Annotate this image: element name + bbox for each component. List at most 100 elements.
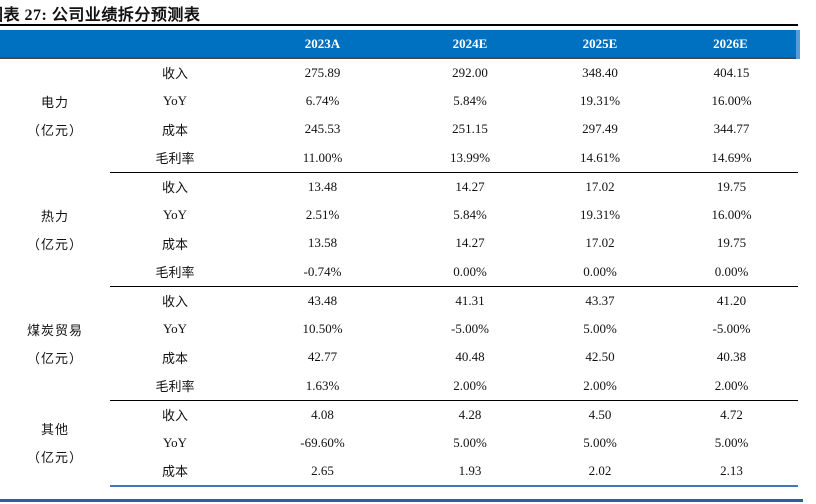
- cell-value: 5.00%: [453, 434, 487, 450]
- table-row: 毛利率 11.00% 13.99% 14.61% 14.69%: [0, 143, 798, 173]
- group-unit: （亿元）: [26, 236, 83, 252]
- group-label-cell: 其他 （亿元）: [0, 400, 110, 486]
- cell-value: 13.58: [307, 235, 338, 251]
- cell-value: 17.02: [585, 178, 615, 194]
- row-label: 收入: [161, 180, 188, 195]
- cell-value: 16.00%: [711, 206, 752, 222]
- cell-value: 14.61%: [535, 143, 665, 173]
- cell-value: 251.15: [452, 121, 488, 137]
- table-row: 毛利率 1.63% 2.00% 2.00% 2.00%: [0, 371, 798, 401]
- group-name: 电力: [40, 95, 69, 110]
- row-label: 毛利率: [110, 143, 240, 173]
- cell-value: 41.20: [716, 292, 747, 308]
- cell-value: 4.50: [588, 406, 612, 422]
- group-label-cell: 热力 （亿元）: [0, 172, 110, 286]
- cell-value: 43.37: [585, 292, 615, 308]
- cell-value: 2.02: [535, 457, 665, 487]
- cell-value: 348.40: [582, 64, 618, 80]
- header-row: 2023A 2024E 2025E 2026E: [0, 30, 800, 59]
- cell-value: 40.38: [716, 349, 747, 365]
- row-label: YoY: [163, 320, 187, 336]
- cell-value: -5.00%: [451, 320, 489, 336]
- table-row: 成本 42.77 40.48 42.50 40.38: [0, 343, 798, 372]
- group-heat: 热力 （亿元） 收入 13.48 14.27 17.02 19.75 YoY 2…: [0, 172, 798, 287]
- table-row: YoY 2.51% 5.84% 19.31% 16.00%: [0, 201, 798, 230]
- cell-value: 14.27: [455, 235, 485, 251]
- cell-value: 0.00%: [665, 257, 798, 287]
- row-label: 毛利率: [110, 257, 240, 287]
- table-header: 2023A 2024E 2025E 2026E: [0, 30, 800, 59]
- header-year-2023: 2023A: [240, 30, 405, 59]
- group-electricity: 电力 （亿元） 收入 275.89 292.00 348.40 404.15 Y…: [0, 58, 798, 173]
- group-name: 其他: [40, 422, 69, 438]
- forecast-table: 2023A 2024E 2025E 2026E 电力 （亿元） 收入 275.8…: [0, 30, 800, 487]
- table-row: 毛利率 -0.74% 0.00% 0.00% 0.00%: [0, 257, 798, 287]
- row-label: 毛利率: [110, 371, 240, 401]
- cell-value: 2.00%: [535, 371, 665, 401]
- cell-value: 14.27: [455, 178, 485, 194]
- cell-value: 5.00%: [583, 320, 617, 336]
- cell-value: 1.93: [405, 457, 535, 487]
- cell-value: 41.31: [455, 292, 485, 308]
- cell-value: 5.84%: [453, 206, 487, 222]
- cell-value: 4.08: [311, 406, 334, 422]
- cell-value: 344.77: [713, 121, 750, 137]
- cell-value: 0.00%: [535, 257, 665, 287]
- table-row: 煤炭贸易 （亿元） 收入 43.48 41.31 43.37 41.20: [0, 286, 798, 366]
- group-coal-trade: 煤炭贸易 （亿元） 收入 43.48 41.31 43.37 41.20 YoY…: [0, 286, 798, 401]
- cell-value: 1.63%: [240, 371, 405, 401]
- table-row: 成本 2.65 1.93 2.02 2.13: [0, 457, 798, 487]
- cell-value: 292.00: [452, 64, 488, 80]
- cell-value: 2.00%: [665, 371, 798, 401]
- table-title: 图表 27: 公司业绩拆分预测表: [0, 7, 201, 24]
- table-row: YoY 6.74% 5.84% 19.31% 16.00%: [0, 87, 798, 116]
- row-label: 收入: [161, 66, 188, 82]
- cell-value: 13.48: [307, 178, 338, 194]
- group-name: 热力: [40, 208, 69, 224]
- header-empty-metric: [110, 30, 240, 59]
- table-row: 热力 （亿元） 收入 13.48 14.27 17.02 19.75: [0, 172, 798, 252]
- cell-value: 17.02: [585, 235, 615, 251]
- row-label: YoY: [163, 92, 187, 108]
- group-name: 煤炭贸易: [26, 322, 83, 338]
- row-label: YoY: [163, 206, 187, 222]
- cell-value: 0.00%: [405, 257, 535, 287]
- header-year-2026: 2026E: [665, 30, 800, 59]
- header-empty-group: [0, 30, 110, 59]
- cell-value: 16.00%: [711, 92, 752, 108]
- group-unit: （亿元）: [26, 450, 83, 466]
- table-row: 成本 13.58 14.27 17.02 19.75: [0, 229, 798, 258]
- row-label: 成本: [161, 236, 188, 252]
- cell-value: 275.89: [304, 64, 341, 80]
- cell-value: -5.00%: [712, 320, 751, 336]
- group-unit: （亿元）: [26, 123, 83, 138]
- cell-value: 6.74%: [305, 92, 340, 108]
- row-label: 收入: [161, 408, 188, 423]
- cell-value: 43.48: [307, 292, 338, 308]
- row-label: 收入: [161, 294, 188, 309]
- page-bottom-divider: [0, 499, 803, 502]
- cell-value: 245.53: [304, 121, 341, 137]
- cell-value: 19.75: [716, 178, 747, 194]
- cell-value: 5.00%: [714, 434, 749, 450]
- row-label: 成本: [161, 350, 188, 366]
- row-label: 成本: [161, 122, 188, 138]
- cell-value: 4.72: [720, 406, 743, 422]
- cell-value: 5.84%: [453, 92, 487, 108]
- table-row: 其他 （亿元） 收入 4.08 4.28 4.50 4.72: [0, 400, 798, 466]
- cell-value: 2.65: [240, 457, 405, 487]
- cell-value: 10.50%: [302, 320, 343, 336]
- cell-value: 13.99%: [405, 143, 535, 173]
- row-label: 成本: [110, 457, 240, 487]
- cell-value: 2.13: [665, 457, 798, 487]
- group-other: 其他 （亿元） 收入 4.08 4.28 4.50 4.72 YoY -69.6…: [0, 400, 798, 487]
- cell-value: 19.75: [716, 235, 747, 251]
- group-label-cell: 煤炭贸易 （亿元）: [0, 286, 110, 400]
- cell-value: 11.00%: [240, 143, 405, 173]
- cell-value: 42.50: [585, 349, 615, 365]
- cell-value: 404.15: [713, 64, 750, 80]
- table-row: YoY 10.50% -5.00% 5.00% -5.00%: [0, 315, 798, 344]
- title-divider: [0, 24, 798, 26]
- group-label-cell: 电力 （亿元）: [0, 58, 110, 172]
